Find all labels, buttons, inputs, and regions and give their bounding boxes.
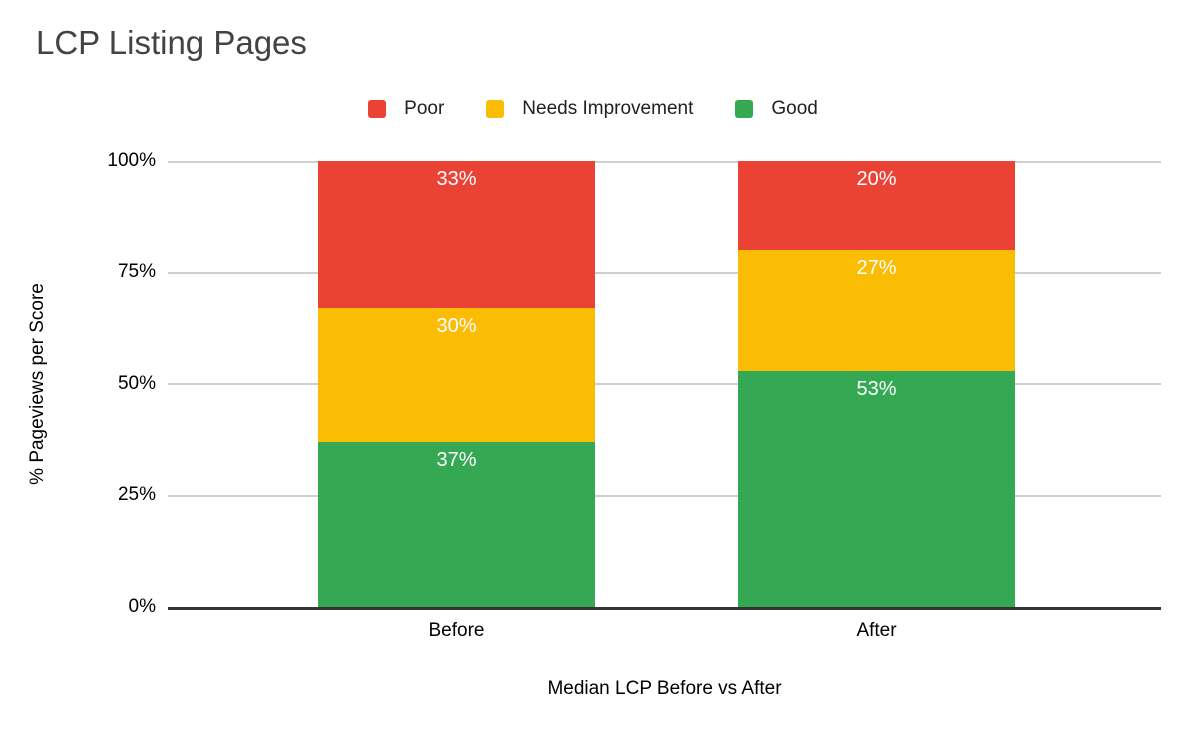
x-category-label-after: After — [856, 620, 897, 641]
bar-before: 33% 30% 37% — [318, 161, 595, 607]
bar-value-label: 33% — [436, 168, 477, 191]
bar-segment-poor: 20% — [738, 161, 1015, 251]
plot-area: 33% 30% 37% 20% 27% 53% — [168, 161, 1161, 610]
bar-value-label: 30% — [436, 315, 477, 338]
y-tick-0: 0% — [128, 596, 156, 617]
legend-label-good: Good — [771, 98, 818, 119]
legend-item-good: Good — [735, 98, 818, 120]
chart-title: LCP Listing Pages — [36, 24, 307, 61]
bar-segment-good: 37% — [318, 441, 595, 607]
y-tick-50: 50% — [117, 373, 156, 394]
legend-label-needs-improvement: Needs Improvement — [522, 98, 694, 119]
bar-value-label: 53% — [856, 377, 897, 400]
legend-label-poor: Poor — [404, 98, 445, 119]
bar-segment-poor: 33% — [318, 161, 595, 309]
gridline-100 — [168, 161, 1161, 163]
y-tick-25: 25% — [117, 484, 156, 505]
legend: Poor Needs Improvement Good — [0, 98, 1186, 120]
x-axis-title: Median LCP Before vs After — [547, 678, 782, 699]
gridline-50 — [168, 383, 1161, 385]
legend-swatch-needs-improvement — [486, 100, 505, 118]
y-tick-75: 75% — [117, 261, 156, 282]
bar-segment-needs-improvement: 27% — [738, 250, 1015, 371]
gridline-75 — [168, 272, 1161, 274]
bar-segment-good: 53% — [738, 370, 1015, 607]
legend-swatch-good — [735, 100, 754, 118]
x-axis-line — [168, 607, 1161, 610]
legend-item-needs-improvement: Needs Improvement — [486, 98, 693, 120]
bar-value-label: 27% — [856, 257, 897, 280]
bar-value-label: 20% — [856, 168, 897, 191]
bar-value-label: 37% — [436, 448, 477, 471]
x-category-label-before: Before — [428, 620, 485, 641]
y-tick-100: 100% — [107, 150, 156, 171]
legend-swatch-poor — [368, 100, 387, 118]
legend-item-poor: Poor — [368, 98, 444, 120]
bar-segment-needs-improvement: 30% — [318, 308, 595, 442]
gridline-25 — [168, 495, 1161, 497]
bar-after: 20% 27% 53% — [738, 161, 1015, 607]
